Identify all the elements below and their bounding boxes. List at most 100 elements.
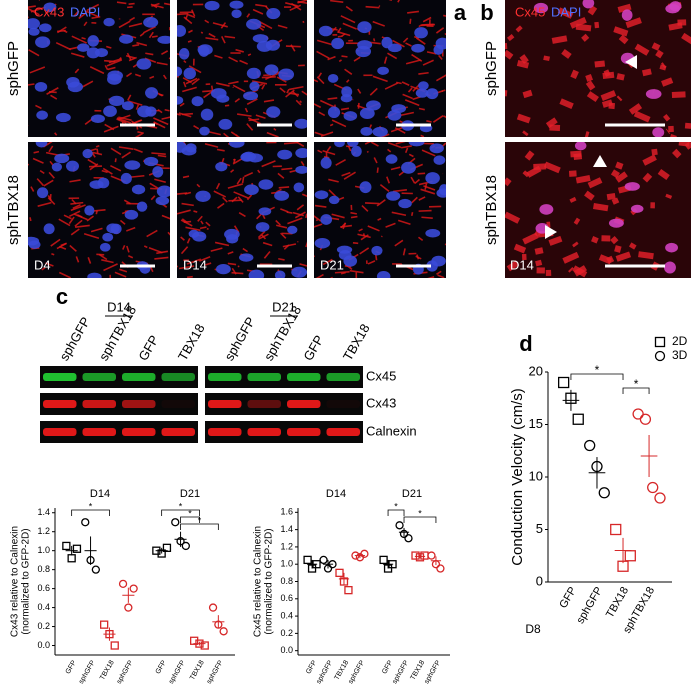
cx-signal [410, 212, 414, 217]
cx-signal [684, 142, 691, 150]
cx-signal [367, 260, 376, 265]
cx-signal [231, 271, 244, 275]
nucleus [264, 64, 279, 76]
cx-signal [342, 22, 357, 30]
cx-signal [411, 196, 418, 204]
blot [205, 366, 363, 388]
cx-signal [337, 35, 343, 38]
data-point [219, 627, 228, 636]
cx-signal [628, 242, 637, 250]
cx-signal [402, 248, 406, 256]
cx-signal [628, 103, 643, 115]
cx-signal [610, 235, 619, 245]
cx-signal [118, 146, 134, 150]
cx-signal [190, 9, 196, 17]
nucleus [43, 2, 57, 13]
panel-label: d [519, 331, 532, 356]
nucleus [145, 106, 157, 117]
cx-signal [216, 148, 225, 152]
cx-signal [128, 22, 143, 28]
nucleus [425, 228, 441, 238]
nucleus [99, 242, 111, 252]
cx-signal [178, 265, 195, 270]
cx-signal [93, 209, 106, 212]
cx-signal [87, 257, 92, 264]
cx-signal [185, 226, 201, 232]
cx-signal [314, 103, 322, 109]
nucleus [195, 190, 211, 202]
stain-label: Cx43 [34, 4, 64, 19]
cx-signal [275, 219, 281, 226]
data-point [319, 555, 328, 565]
cx-signal [383, 56, 388, 64]
nucleus [246, 67, 261, 80]
band [43, 373, 77, 381]
y-tick-label: 0.0 [280, 645, 293, 655]
nucleus [95, 48, 108, 58]
cx-signal [246, 13, 251, 18]
cx-signal [239, 59, 248, 65]
cx-signal [335, 158, 346, 166]
cx-signal [328, 178, 339, 183]
cx-signal [182, 86, 197, 93]
nucleus [274, 190, 290, 201]
nucleus [54, 153, 70, 164]
cx-signal [231, 267, 237, 275]
nucleus [120, 172, 132, 185]
data-point [129, 584, 138, 593]
data-point [395, 521, 404, 530]
cx-signal [316, 76, 325, 85]
cx-signal [214, 54, 223, 59]
y-tick-label: 0.2 [280, 628, 293, 638]
cx-signal [246, 194, 253, 201]
row-label: sphGFP [5, 41, 22, 96]
cx-signal [617, 3, 632, 13]
cx-signal [569, 16, 587, 29]
cx-signal [601, 99, 613, 108]
cx-signal [373, 157, 378, 164]
cx-signal [150, 195, 156, 201]
cx-signal [663, 114, 671, 122]
band [287, 428, 321, 436]
cx-signal [48, 91, 57, 94]
cx-signal [573, 153, 583, 161]
nucleus [34, 81, 48, 92]
cx-signal [241, 176, 245, 184]
cx-signal [289, 85, 304, 91]
y-tick-label: 0.8 [280, 576, 293, 586]
nucleus [652, 127, 665, 137]
cx-signal [361, 204, 369, 212]
cx-signal [545, 117, 558, 129]
cx-signal [359, 247, 370, 255]
nucleus [624, 182, 640, 191]
cx-signal [314, 131, 324, 137]
micrograph-texture [177, 142, 307, 278]
cx-signal [519, 54, 529, 64]
cx-signal [280, 232, 287, 239]
nucleus [328, 195, 340, 205]
nucleus [87, 272, 102, 278]
cx-signal [223, 132, 230, 137]
blot-group-label: D21 [272, 299, 296, 314]
cx-signal [128, 56, 137, 62]
significance-label: * [418, 508, 422, 518]
cx-signal [534, 247, 544, 255]
cx-signal [227, 251, 234, 255]
cx-signal [183, 60, 187, 64]
cx-signal [139, 32, 145, 37]
data-point [124, 603, 133, 612]
cx-signal [280, 208, 289, 213]
cx-signal [70, 228, 80, 236]
nucleus [229, 0, 244, 9]
nucleus [295, 165, 307, 174]
data-point [190, 636, 199, 645]
nucleus [121, 101, 134, 111]
nucleus [77, 43, 90, 52]
cx-signal [72, 204, 81, 210]
cx-signal [379, 184, 390, 193]
cx-signal [349, 269, 364, 274]
nucleus [346, 142, 359, 147]
blot [40, 421, 198, 443]
band-label: Cx43 [366, 395, 396, 410]
